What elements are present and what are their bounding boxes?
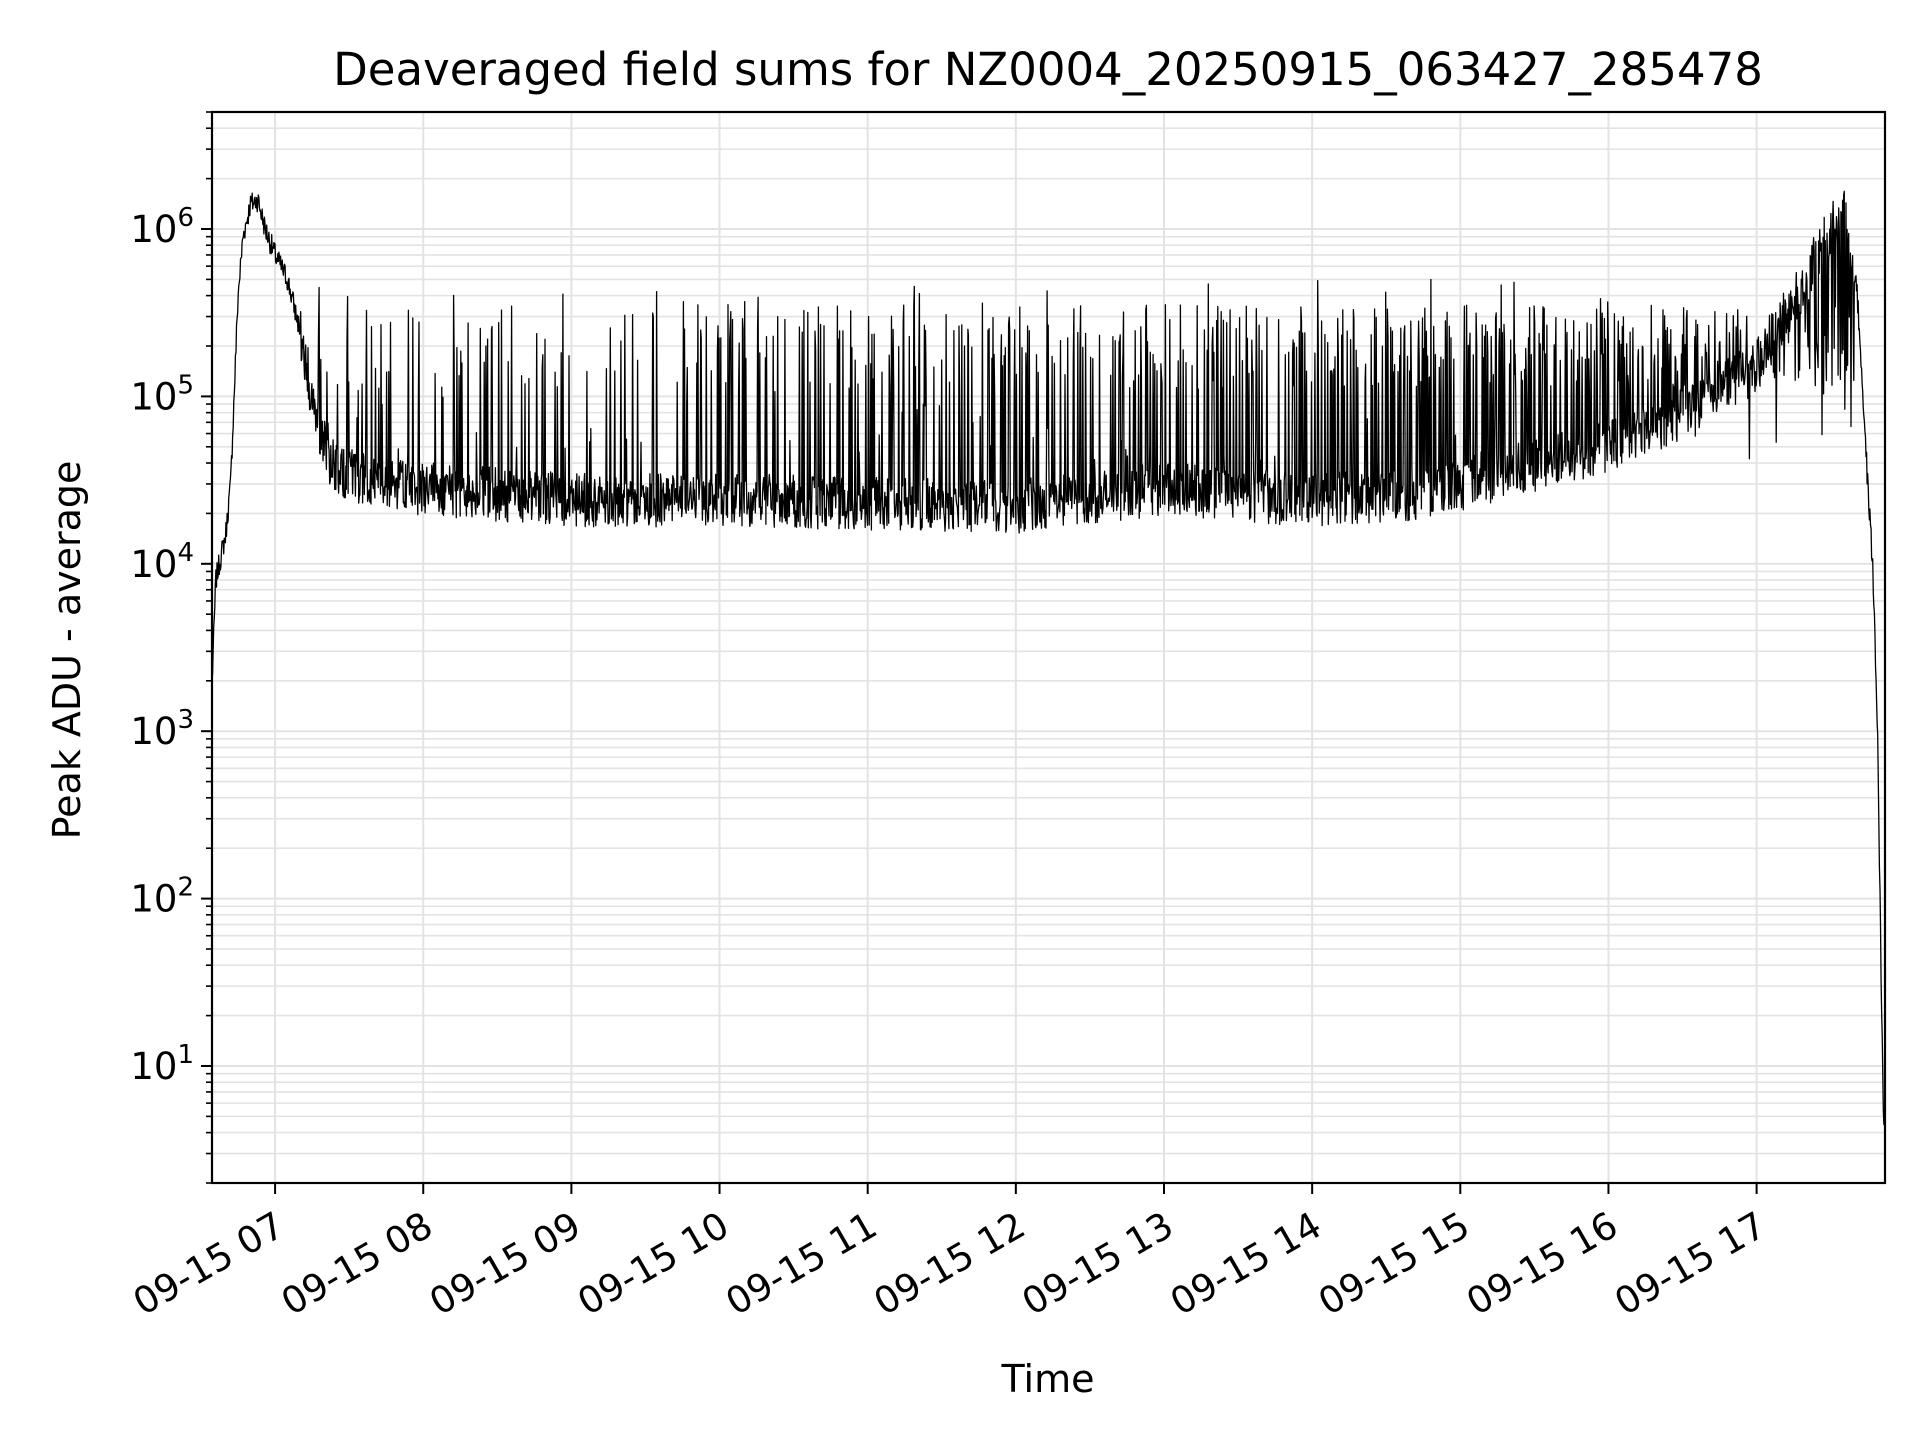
x-axis-label: Time bbox=[1001, 1357, 1095, 1401]
x-tick-label: 09-15 08 bbox=[274, 1204, 440, 1324]
y-tick-label: 106 bbox=[130, 203, 194, 251]
x-tick-label: 09-15 16 bbox=[1459, 1204, 1625, 1324]
grid-layer bbox=[212, 111, 1885, 1184]
chart-title: Deaveraged field sums for NZ0004_2025091… bbox=[333, 43, 1763, 96]
y-tick-label: 105 bbox=[130, 370, 194, 418]
x-tick-label: 09-15 14 bbox=[1163, 1204, 1329, 1324]
y-axis-label: Peak ADU - average bbox=[45, 461, 89, 840]
y-tick-label: 104 bbox=[130, 538, 194, 586]
data-series-line bbox=[211, 190, 1886, 1134]
x-tick-label: 09-15 11 bbox=[719, 1204, 885, 1324]
x-tick-label: 09-15 15 bbox=[1311, 1204, 1477, 1324]
x-tick-label: 09-15 10 bbox=[570, 1204, 736, 1324]
y-tick-label: 101 bbox=[130, 1040, 194, 1088]
x-tick-label: 09-15 12 bbox=[867, 1204, 1033, 1324]
y-tick-label: 102 bbox=[130, 873, 194, 921]
x-tick-label: 09-15 17 bbox=[1608, 1204, 1774, 1324]
x-tick-label: 09-15 09 bbox=[422, 1204, 588, 1324]
x-tick-label: 09-15 13 bbox=[1015, 1204, 1181, 1324]
plot-frame bbox=[210, 110, 1887, 1185]
y-tick-label: 103 bbox=[130, 705, 194, 753]
x-tick-label: 09-15 07 bbox=[126, 1204, 292, 1324]
data-layer bbox=[211, 190, 1886, 1134]
